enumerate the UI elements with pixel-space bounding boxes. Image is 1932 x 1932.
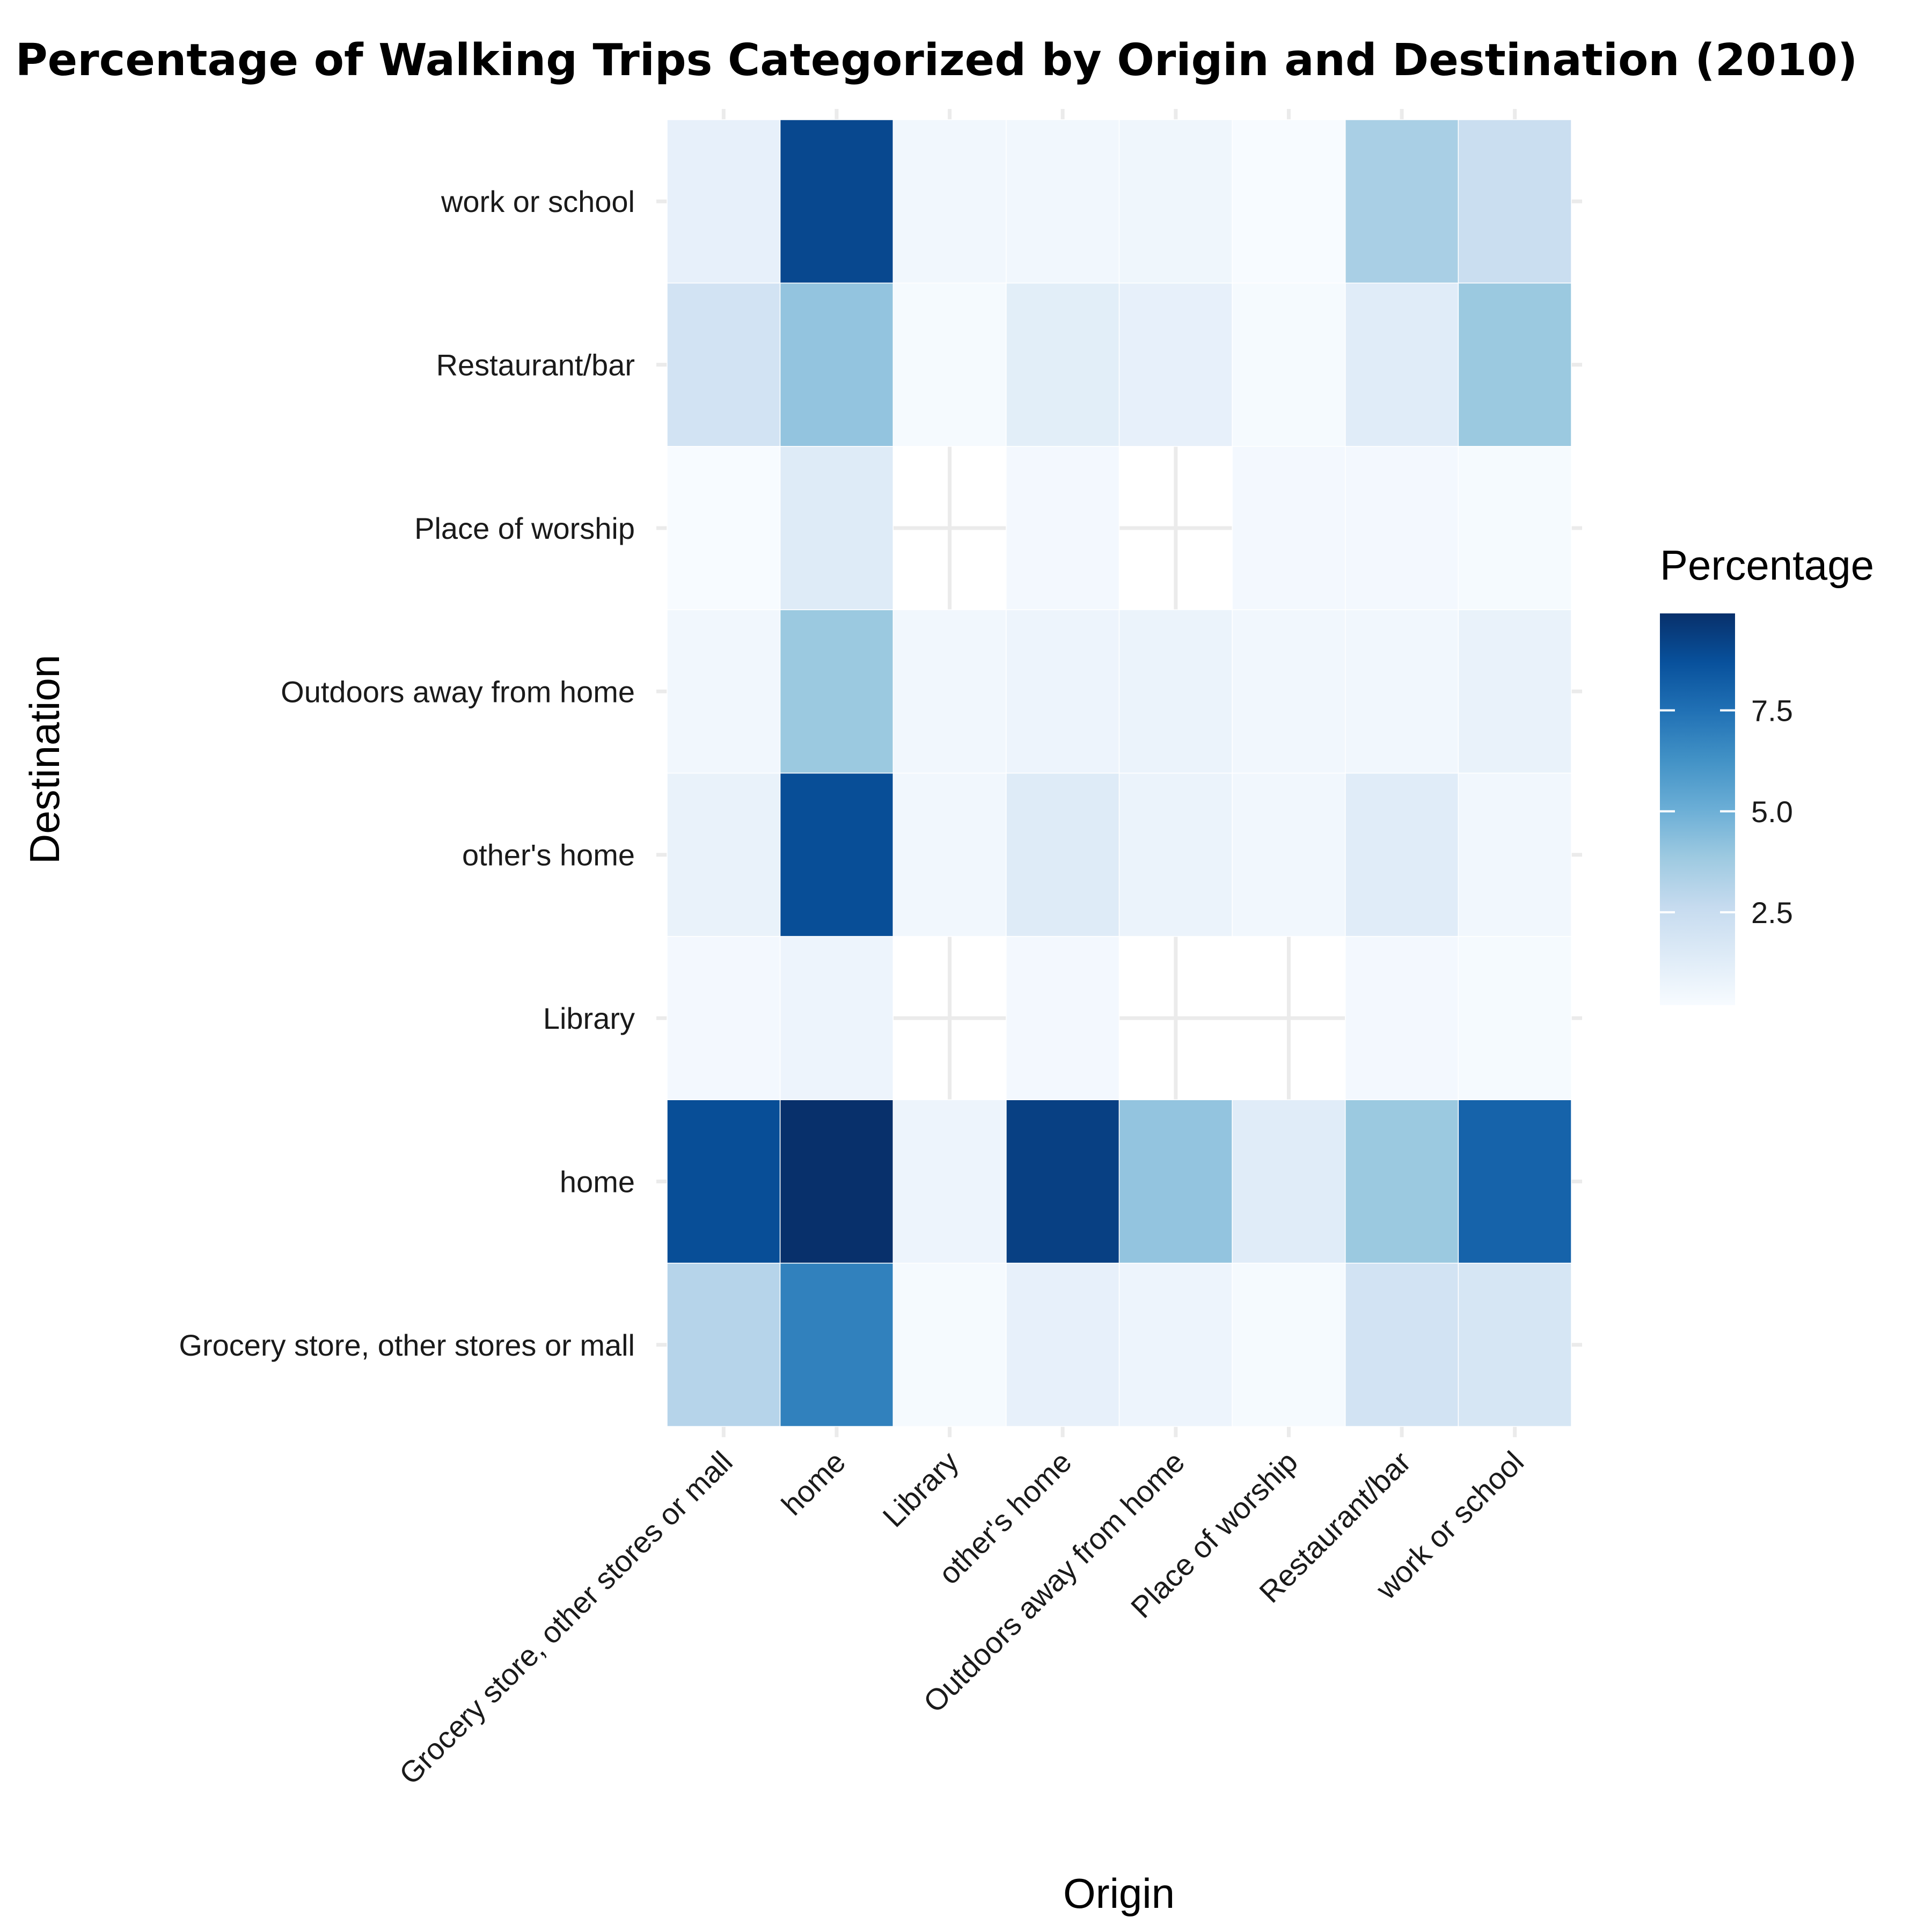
- heatmap-cell: [667, 772, 781, 937]
- chart-title: Percentage of Walking Trips Categorized …: [16, 35, 1858, 86]
- y-tick-labels: Grocery store, other stores or mall home L…: [179, 185, 635, 1362]
- heatmap-cell: [1006, 282, 1120, 447]
- heatmap-cell: [1006, 1099, 1120, 1264]
- heatmap-cell: [1345, 1262, 1459, 1427]
- y-tick-label: Grocery store, other stores or mall: [179, 1328, 635, 1362]
- heatmap-cell: [1458, 609, 1572, 774]
- heatmap-cell: [1345, 1099, 1459, 1264]
- heatmap-cell: [1006, 609, 1120, 774]
- heatmap-cell: [1458, 1099, 1572, 1264]
- heatmap-cell: [892, 1262, 1007, 1427]
- heatmap-cell: [1458, 1262, 1572, 1427]
- x-tick-label: Library: [876, 1445, 965, 1534]
- y-tick-label: Outdoors away from home: [281, 675, 635, 708]
- heatmap-cell: [1232, 282, 1346, 447]
- heatmap-cell: [1118, 609, 1233, 774]
- heatmap-cell: [1345, 119, 1459, 284]
- heatmap-cell: [779, 282, 894, 447]
- legend-tick-label: 7.5: [1751, 694, 1793, 728]
- legend-tick-label: 2.5: [1751, 896, 1793, 930]
- heatmap-cell: [779, 936, 894, 1100]
- heatmap-cell: [892, 282, 1007, 447]
- x-tick-label: home: [775, 1445, 852, 1522]
- heatmap-cell: [667, 1262, 781, 1427]
- heatmap-cell: [667, 609, 781, 774]
- heatmap-cell: [1118, 119, 1233, 284]
- heatmap-cell: [1345, 772, 1459, 937]
- x-tick-label: Grocery store, other stores or mall: [392, 1445, 738, 1791]
- heatmap-cell: [1232, 772, 1346, 937]
- heatmap-cell: [1118, 1099, 1233, 1264]
- heatmap-cell: [1118, 772, 1233, 937]
- heatmap-cell: [1458, 119, 1572, 284]
- heatmap-cell: [1232, 609, 1346, 774]
- heatmap-cell: [1458, 282, 1572, 447]
- heatmap-cell: [1345, 609, 1459, 774]
- heatmap-cell: [779, 1262, 894, 1427]
- heatmap-cell: [1006, 1262, 1120, 1427]
- legend-ticks: 2.5 5.0 7.5: [1660, 694, 1793, 930]
- heatmap-cell: [779, 446, 894, 610]
- heatmap-cell: [892, 119, 1007, 284]
- heatmap-cell: [1458, 772, 1572, 937]
- heatmap-cell: [892, 1099, 1007, 1264]
- heatmap-cell: [1458, 936, 1572, 1100]
- heatmap-cell: [1458, 446, 1572, 610]
- heatmap-cell: [1232, 446, 1346, 610]
- heatmap-cell: [1006, 119, 1120, 284]
- legend-colorbar: [1660, 613, 1735, 1005]
- heatmap-cell: [1118, 1262, 1233, 1427]
- heatmap-cell: [1006, 772, 1120, 937]
- heatmap-cell: [667, 1099, 781, 1264]
- y-tick-label: home: [560, 1165, 635, 1198]
- heatmap-cell: [779, 119, 894, 284]
- heatmap-cell: [892, 772, 1007, 937]
- y-tick-label: Restaurant/bar: [436, 348, 635, 382]
- x-axis-title: Origin: [1063, 1870, 1175, 1917]
- heatmap-cell: [1118, 282, 1233, 447]
- legend: Percentage 2.5 5.0 7.5: [1660, 541, 1874, 1005]
- heatmap-cell: [1006, 936, 1120, 1100]
- heatmap-cell: [1345, 282, 1459, 447]
- heatmap-cell: [667, 936, 781, 1100]
- y-tick-label: other's home: [462, 838, 635, 872]
- heatmap-cell: [667, 119, 781, 284]
- heatmap-cell: [1345, 446, 1459, 610]
- legend-title: Percentage: [1660, 541, 1874, 589]
- heatmap-cell: [892, 609, 1007, 774]
- y-tick-label: work or school: [441, 185, 635, 218]
- y-tick-label: Place of worship: [414, 511, 635, 545]
- heatmap-cell: [1232, 1099, 1346, 1264]
- heatmap-cell: [667, 282, 781, 447]
- heatmap-cell: [779, 772, 894, 937]
- heatmap-cells: [667, 119, 1572, 1427]
- legend-tick-label: 5.0: [1751, 795, 1793, 829]
- heatmap-cell: [1232, 119, 1346, 284]
- y-tick-label: Library: [543, 1001, 635, 1035]
- heatmap-cell: [779, 609, 894, 774]
- heatmap-cell: [667, 446, 781, 610]
- heatmap-cell: [1232, 1262, 1346, 1427]
- y-axis-title: Destination: [21, 655, 68, 864]
- x-tick-labels: Grocery store, other stores or mall home L…: [392, 1445, 1530, 1791]
- heatmap-cell: [1345, 936, 1459, 1100]
- heatmap-cell: [1006, 446, 1120, 610]
- heatmap-cell: [779, 1099, 894, 1264]
